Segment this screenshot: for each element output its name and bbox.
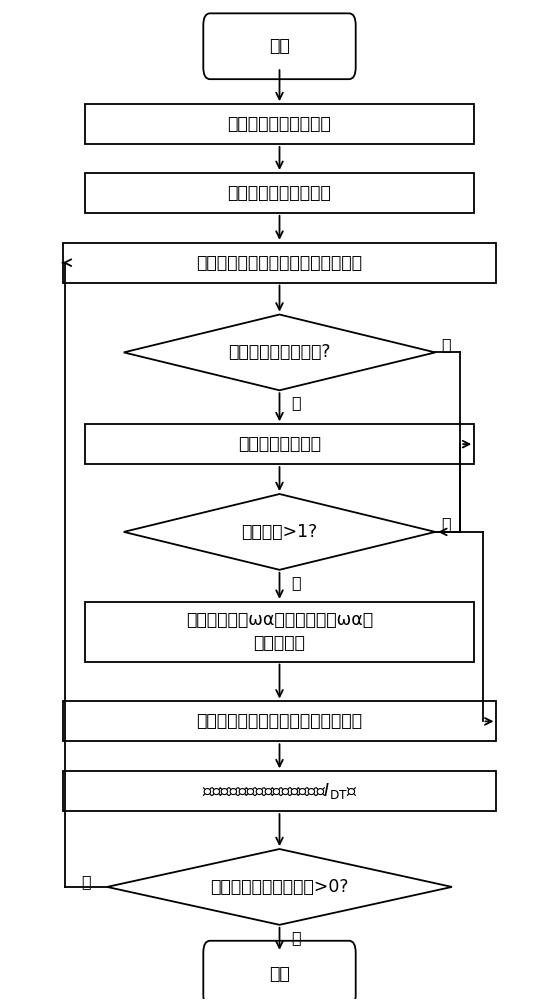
- Text: 记录该节点并将其标记为已恢复节点: 记录该节点并将其标记为已恢复节点: [197, 712, 362, 730]
- Text: 开始: 开始: [269, 37, 290, 55]
- Text: 否: 否: [291, 930, 301, 945]
- Text: 节点个数>1?: 节点个数>1?: [241, 523, 318, 541]
- Text: 进行过电压校验并计算该节点的$I_{\mathrm{DT}}$值: 进行过电压校验并计算该节点的$I_{\mathrm{DT}}$值: [202, 781, 357, 801]
- Polygon shape: [124, 494, 435, 570]
- Polygon shape: [107, 849, 452, 925]
- Text: 电源点收缩与剪枝处理: 电源点收缩与剪枝处理: [228, 184, 331, 202]
- Text: 否: 否: [441, 516, 451, 531]
- Text: 已恢复节点的子节点数>0?: 已恢复节点的子节点数>0?: [210, 878, 349, 896]
- Text: 剔除非目标受电点: 剔除非目标受电点: [238, 435, 321, 453]
- Text: 计算各节点的ωα值并选取其中ωα值
最大的节点: 计算各节点的ωα值并选取其中ωα值 最大的节点: [186, 611, 373, 652]
- Bar: [85, 424, 474, 464]
- Bar: [85, 104, 474, 144]
- Bar: [85, 173, 474, 213]
- Text: 对已恢复节点的所有子节点进行遍历: 对已恢复节点的所有子节点进行遍历: [197, 254, 362, 272]
- Polygon shape: [124, 315, 435, 390]
- Bar: [85, 602, 474, 662]
- Text: 否: 否: [441, 337, 451, 352]
- Text: 构造主网架最小生成树: 构造主网架最小生成树: [228, 115, 331, 133]
- Text: 是: 是: [80, 874, 91, 889]
- Text: 结束: 结束: [269, 965, 290, 983]
- FancyBboxPatch shape: [203, 941, 356, 1000]
- Text: 是: 是: [291, 395, 301, 410]
- FancyBboxPatch shape: [203, 13, 356, 79]
- Text: 是否存在目标受电点?: 是否存在目标受电点?: [228, 343, 331, 361]
- Bar: [63, 771, 496, 811]
- Bar: [63, 701, 496, 741]
- Text: 是: 是: [291, 575, 301, 590]
- Bar: [63, 243, 496, 283]
